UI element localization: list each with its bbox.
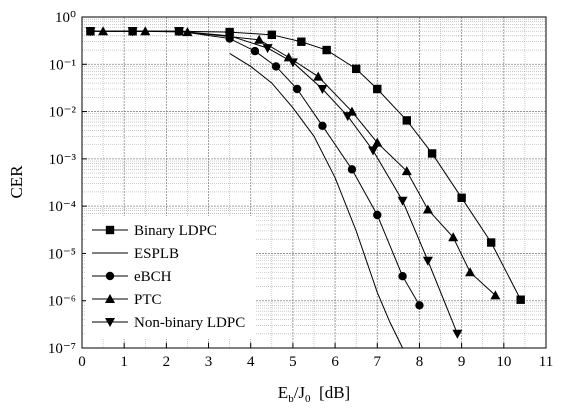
x-tick-label: 4 — [247, 354, 255, 370]
marker — [254, 34, 265, 44]
marker — [427, 149, 437, 158]
marker — [322, 45, 331, 55]
marker — [422, 256, 433, 266]
marker — [262, 44, 273, 54]
plot-frame — [81, 16, 547, 349]
y-tick-label: 10⁰ — [55, 10, 76, 26]
marker — [313, 71, 324, 81]
legend-label: eBCH — [134, 269, 172, 285]
marker — [457, 193, 466, 203]
marker — [85, 27, 96, 37]
marker — [267, 30, 277, 40]
marker — [465, 267, 476, 277]
marker — [368, 146, 379, 156]
marker — [397, 196, 408, 206]
legend-marker — [105, 294, 115, 303]
legend-label: Non-binary LDPC — [134, 315, 245, 331]
marker — [250, 46, 260, 56]
x-tick-label: 8 — [416, 354, 424, 370]
x-tick-label: 10 — [496, 354, 511, 370]
marker — [422, 204, 433, 214]
legend-marker — [105, 225, 115, 235]
marker — [318, 121, 327, 131]
x-label-part: /J — [294, 383, 306, 402]
marker — [140, 26, 151, 36]
marker — [224, 31, 235, 41]
x-tick-label: 9 — [458, 354, 466, 370]
x-tick-label: 2 — [163, 354, 171, 370]
x-tick-label: 5 — [289, 354, 297, 370]
y-tick-label: 10⁻² — [49, 105, 77, 121]
legend-marker — [105, 318, 115, 327]
y-tick-label: 10⁻³ — [49, 152, 77, 168]
marker — [127, 27, 138, 37]
marker — [317, 85, 328, 95]
marker — [402, 116, 411, 125]
x-label-part: 0 — [305, 393, 311, 405]
series-line — [229, 52, 404, 349]
series-line — [90, 30, 458, 334]
marker — [297, 37, 306, 46]
x-tick-label: 11 — [539, 354, 553, 370]
marker — [292, 84, 302, 94]
y-axis-label: CER — [7, 165, 26, 199]
marker — [516, 295, 525, 304]
legend-label: PTC — [134, 292, 162, 308]
x-tick-label: 7 — [374, 354, 382, 370]
marker — [373, 84, 382, 94]
x-axis-label: Eb/J0 [dB] — [278, 383, 350, 405]
y-tick-label: 10⁻⁵ — [48, 246, 76, 262]
marker — [398, 271, 407, 281]
marker — [351, 64, 361, 74]
x-label-part: b — [288, 393, 294, 405]
x-label-part: [dB] — [311, 383, 351, 402]
y-tick-label: 10⁻⁶ — [48, 294, 76, 310]
x-tick-label: 6 — [331, 354, 339, 370]
marker — [401, 166, 412, 176]
y-tick-label: 10⁻⁴ — [48, 199, 76, 215]
y-tick-label: 10⁻⁷ — [48, 341, 76, 357]
marker — [452, 329, 463, 339]
marker — [486, 238, 496, 247]
x-tick-label: 3 — [205, 354, 213, 370]
legend-marker — [105, 271, 115, 281]
marker — [373, 210, 382, 220]
marker — [490, 290, 501, 300]
marker — [372, 137, 383, 147]
marker — [347, 165, 357, 174]
x-tick-label: 1 — [120, 354, 128, 370]
marker — [448, 232, 459, 242]
marker — [98, 26, 109, 36]
marker — [287, 58, 298, 68]
marker — [415, 301, 424, 310]
marker — [271, 62, 281, 71]
marker — [342, 112, 353, 122]
legend-label: ESPLB — [134, 246, 179, 262]
x-tick-label: 0 — [78, 354, 86, 370]
y-tick-label: 10⁻¹ — [49, 57, 76, 73]
legend-label: Binary LDPC — [134, 223, 217, 239]
marker — [174, 27, 185, 37]
x-label-part: E — [278, 383, 288, 402]
